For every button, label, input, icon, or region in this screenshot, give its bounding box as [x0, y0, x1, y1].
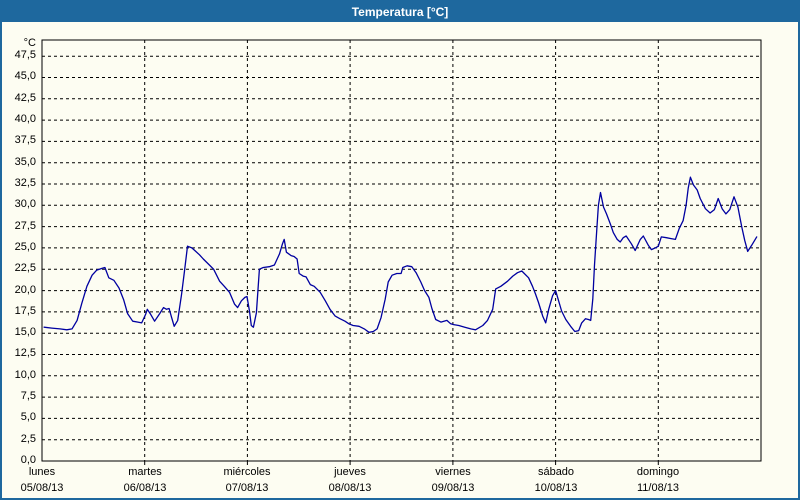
x-date-label: 11/08/13	[636, 482, 679, 494]
plot-frame	[41, 39, 762, 462]
y-tick-label: 25,0	[14, 241, 36, 253]
x-day-label: lunes	[28, 466, 56, 478]
y-tick-label: 12,5	[14, 347, 36, 359]
y-tick-label: 15,0	[14, 326, 36, 338]
x-day-label: viernes	[435, 466, 471, 478]
x-gridlines	[144, 40, 659, 461]
y-tick-label: 20,0	[14, 284, 36, 296]
x-day-label: martes	[128, 466, 162, 478]
y-tick-label: 37,5	[14, 134, 36, 146]
x-date-label: 06/08/13	[123, 482, 167, 494]
y-tick-label: 2,5	[20, 433, 36, 445]
x-day-label: sábado	[537, 466, 575, 478]
y-tick-label: 7,5	[20, 390, 36, 402]
x-date-label: 08/08/13	[328, 482, 372, 494]
window-title: Temperatura [°C]	[2, 2, 798, 22]
y-tick-label: 45,0	[14, 70, 36, 82]
x-ticks	[144, 461, 659, 465]
x-date-label: 10/08/13	[534, 482, 578, 494]
y-tick-label: 0,0	[20, 454, 36, 466]
y-tick-label: 30,0	[14, 198, 36, 210]
y-axis-unit: °C	[23, 37, 36, 49]
x-day-label: domingo	[636, 466, 680, 478]
y-tick-label: 35,0	[14, 156, 36, 168]
temperature-line	[43, 176, 758, 333]
y-tick-label: 40,0	[14, 113, 36, 125]
y-tick-label: 42,5	[14, 92, 36, 104]
y-tick-label: 5,0	[20, 411, 36, 423]
y-tick-label: 32,5	[14, 177, 36, 189]
x-date-label: 09/08/13	[431, 482, 475, 494]
y-tick-label: 22,5	[14, 262, 36, 274]
y-gridlines	[42, 55, 761, 441]
x-date-label: 05/08/13	[20, 482, 64, 494]
x-day-label: jueves	[334, 466, 366, 478]
y-tick-label: 10,0	[14, 369, 36, 381]
x-day-label: miércoles	[223, 466, 271, 478]
y-tick-label: 17,5	[14, 305, 36, 317]
y-tick-label: 47,5	[14, 49, 36, 61]
x-date-label: 07/08/13	[225, 482, 269, 494]
y-tick-label: 27,5	[14, 220, 36, 232]
